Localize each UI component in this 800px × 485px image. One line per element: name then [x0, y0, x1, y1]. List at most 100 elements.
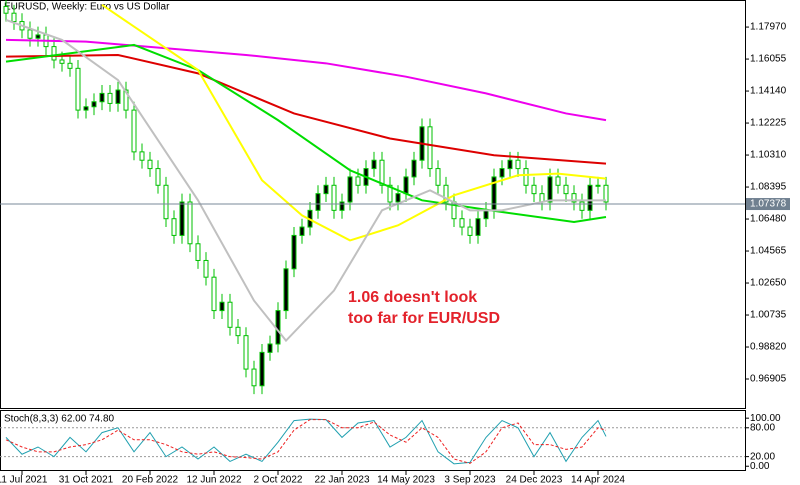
annotation: 1.06 doesn't look — [348, 289, 477, 306]
candle-body — [115, 89, 121, 104]
candle-body — [83, 106, 89, 111]
candle-body — [11, 12, 17, 23]
candle-body — [523, 168, 529, 186]
candle-body — [291, 234, 297, 270]
candle-body — [603, 184, 609, 203]
candle-body — [547, 176, 553, 203]
y-tick-label: 1.04565 — [750, 246, 787, 257]
candle-body — [499, 168, 505, 178]
x-tick-label: 22 Jan 2023 — [314, 475, 369, 485]
y-tick-label: 0.96905 — [750, 374, 787, 385]
candle-body — [387, 184, 393, 203]
x-tick-label: 12 Jun 2022 — [186, 475, 241, 485]
indicator-line — [5, 53, 607, 165]
y-tick-label: 1.14140 — [750, 86, 787, 97]
candle-body — [267, 343, 273, 353]
candle-body — [475, 218, 481, 236]
indicator-line — [5, 38, 607, 122]
stoch-title: Stoch(8,3,3) 62.00 74.80 — [4, 414, 115, 425]
candle-body — [299, 226, 305, 236]
indicator-line — [101, 4, 607, 242]
candle-body — [411, 159, 417, 178]
candle-body — [331, 184, 337, 211]
candle-body — [555, 176, 561, 186]
candle-body — [395, 193, 401, 203]
candle-body — [179, 201, 185, 236]
x-tick-label: 31 Oct 2021 — [59, 475, 114, 485]
x-tick-label: 20 Feb 2022 — [122, 475, 179, 485]
y-tick-label: 1.10310 — [750, 150, 787, 161]
x-tick-label: 3 Sep 2023 — [444, 475, 496, 485]
indicator-line — [5, 418, 607, 465]
candle-body — [195, 243, 201, 261]
y-tick-label: 1.16055 — [750, 54, 787, 65]
candle-body — [227, 301, 233, 328]
candle-body — [595, 184, 601, 187]
candle-body — [371, 159, 377, 170]
candle-body — [203, 259, 209, 278]
candle-body — [443, 184, 449, 203]
y-tick-label: 0.98820 — [750, 342, 787, 353]
x-tick-label: 14 May 2023 — [377, 475, 435, 485]
candle-body — [211, 276, 217, 312]
candle-body — [579, 201, 585, 211]
candle-body — [131, 109, 137, 153]
candle-body — [515, 159, 521, 170]
candle-body — [67, 62, 73, 69]
y-tick-label: 0.00 — [750, 461, 770, 472]
y-tick-label: 100.00 — [750, 413, 781, 424]
candle-body — [339, 201, 345, 211]
candle-body — [27, 29, 33, 39]
candle-body — [467, 226, 473, 236]
y-tick-label: 1.12225 — [750, 118, 787, 129]
y-tick-label: 1.00735 — [750, 310, 787, 321]
candle-body — [75, 67, 81, 111]
candle-body — [483, 209, 489, 220]
y-tick-label: 1.06480 — [750, 214, 787, 225]
y-tick-label: 1.17970 — [750, 22, 787, 33]
candle-body — [147, 159, 153, 170]
candle-body — [587, 184, 593, 211]
candle-body — [3, 6, 9, 14]
candle-body — [91, 101, 97, 108]
candle-body — [507, 159, 513, 170]
x-tick-label: 14 Apr 2024 — [571, 475, 625, 485]
candle-body — [35, 34, 41, 39]
candle-body — [283, 268, 289, 312]
y-tick-label: 1.08395 — [750, 182, 787, 193]
indicator-line — [5, 43, 607, 224]
candle-body — [171, 218, 177, 236]
annotation: too far for EUR/USD — [348, 310, 500, 327]
indicator-line — [5, 18, 606, 343]
x-tick-label: 2 Oct 2022 — [254, 475, 303, 485]
stoch-panel — [0, 410, 746, 471]
candle-body — [323, 184, 329, 195]
candle-body — [251, 368, 257, 387]
x-tick-label: 11 Jul 2021 — [0, 475, 48, 485]
candle-body — [59, 59, 65, 64]
candle-body — [51, 46, 57, 61]
candle-body — [435, 168, 441, 186]
candle-body — [123, 89, 129, 111]
candle-body — [355, 176, 361, 186]
candle-body — [139, 151, 145, 161]
candle-body — [403, 176, 409, 195]
y-tick-label: 20.00 — [750, 451, 775, 462]
candle-body — [243, 335, 249, 370]
indicator-line — [5, 419, 607, 464]
candle-body — [315, 193, 321, 211]
candle-body — [99, 92, 105, 103]
candle-body — [347, 176, 353, 203]
y-tick-label: 1.02650 — [750, 278, 787, 289]
candle-body — [219, 301, 225, 312]
candle-body — [187, 201, 193, 245]
candle-body — [155, 168, 161, 186]
current-price-label: 1.07378 — [750, 199, 787, 210]
x-tick-label: 24 Dec 2023 — [506, 475, 563, 485]
candle-body — [235, 326, 241, 337]
current-price-box — [746, 198, 790, 211]
candle-body — [459, 218, 465, 228]
candle-body — [427, 126, 433, 170]
candle-body — [571, 193, 577, 203]
